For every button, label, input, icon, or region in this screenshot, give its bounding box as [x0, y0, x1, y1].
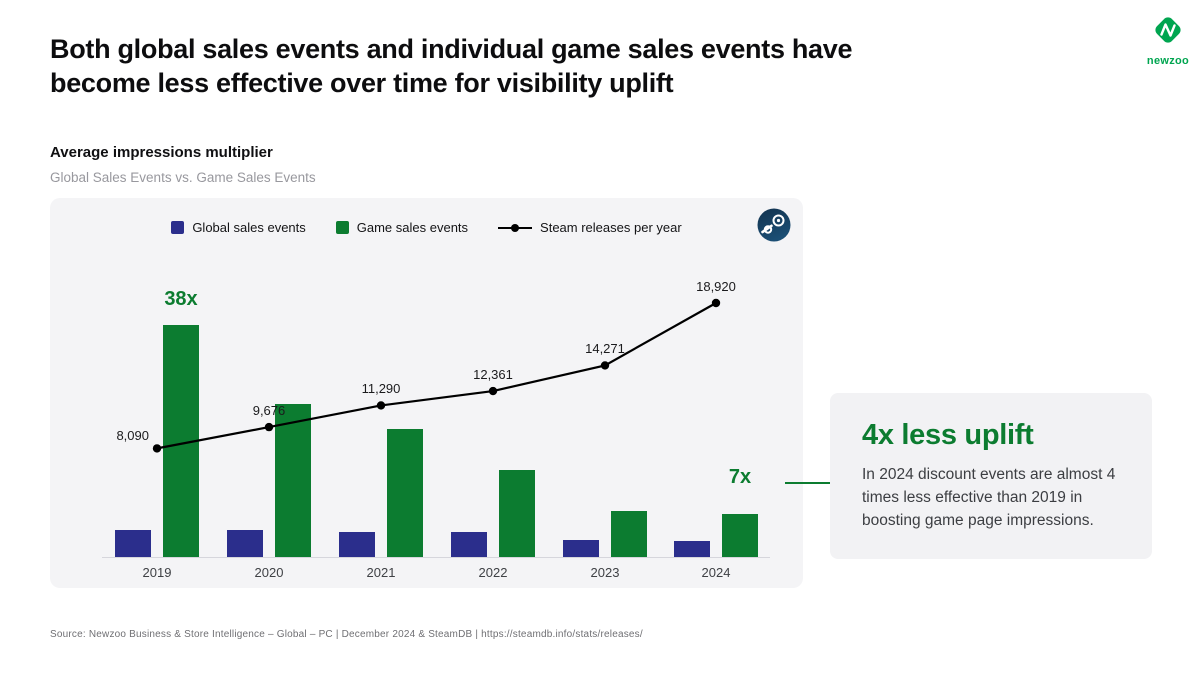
- bar-game-2021: [387, 428, 423, 557]
- bar-game-2024: [722, 514, 758, 557]
- callout-box: 4x less uplift In 2024 discount events a…: [830, 393, 1152, 559]
- bar-global-2021: [339, 531, 375, 557]
- newzoo-logo: newzoo: [1142, 10, 1194, 67]
- page-title: Both global sales events and individual …: [50, 32, 853, 100]
- line-value-label-2020: 9,676: [252, 403, 286, 419]
- newzoo-logo-icon: [1155, 17, 1181, 43]
- chart-panel: Global sales events Game sales events St…: [50, 198, 803, 588]
- x-axis-label-2022: 2022: [478, 565, 508, 580]
- callout-body: In 2024 discount events are almost 4 tim…: [862, 466, 1116, 529]
- x-axis-label-2024: 2024: [701, 565, 731, 580]
- callout-connector-line: [785, 482, 831, 484]
- x-axis-label-2019: 2019: [142, 565, 172, 580]
- page-title-line-1: Both global sales events and individual …: [50, 34, 853, 64]
- legend-item-steam-releases: Steam releases per year: [498, 220, 682, 235]
- bar-game-2023: [611, 510, 647, 557]
- line-value-label-2019: 8,090: [116, 428, 149, 444]
- bar-global-2024: [674, 541, 710, 557]
- game-sales-swatch: [335, 221, 349, 234]
- legend-label: Global sales events: [192, 220, 306, 235]
- bar-game-2022: [499, 470, 535, 557]
- source-note: Source: Newzoo Business & Store Intellig…: [50, 629, 643, 640]
- steam-icon: [757, 208, 791, 242]
- line-value-label-2023: 14,271: [585, 341, 625, 357]
- callout-title: 4x less uplift: [862, 419, 1034, 451]
- page-title-line-2: become less effective over time for visi…: [50, 68, 674, 98]
- x-axis-label-2023: 2023: [590, 565, 620, 580]
- chart-subheading: Global Sales Events vs. Game Sales Event…: [50, 170, 316, 185]
- line-swatch: [498, 223, 533, 232]
- x-axis-baseline: [102, 557, 770, 558]
- bar-global-2023: [563, 539, 599, 557]
- legend-label: Game sales events: [356, 220, 469, 235]
- line-value-label-2021: 11,290: [361, 381, 401, 397]
- multiplier-annotation-2019: 38x: [164, 288, 198, 310]
- line-swatch-dot: [511, 223, 520, 232]
- bar-global-2019: [115, 530, 151, 557]
- x-axis-label-2020: 2020: [254, 565, 284, 580]
- newzoo-logo-text: newzoo: [1146, 55, 1190, 67]
- global-sales-swatch: [171, 221, 185, 234]
- chart-legend: Global sales events Game sales events St…: [50, 220, 803, 235]
- line-value-label-2022: 12,361: [473, 367, 513, 383]
- multiplier-annotation-2024: 7x: [728, 466, 752, 489]
- bar-game-2019: [163, 325, 199, 557]
- line-value-label-2024: 18,920: [696, 279, 736, 294]
- legend-item-game-sales-events: Game sales events: [335, 220, 469, 235]
- legend-label: Steam releases per year: [540, 220, 682, 235]
- bar-game-2020: [275, 404, 311, 557]
- x-axis-label-2021: 2021: [366, 565, 396, 580]
- bar-global-2020: [227, 530, 263, 557]
- bar-global-2022: [451, 531, 487, 557]
- plot-area: 2019 2020 2021 2022 2023 2024 8,090 9,676 11,290…: [50, 198, 803, 588]
- legend-item-global-sales-events: Global sales events: [171, 220, 306, 235]
- chart-heading: Average impressions multiplier: [50, 144, 273, 161]
